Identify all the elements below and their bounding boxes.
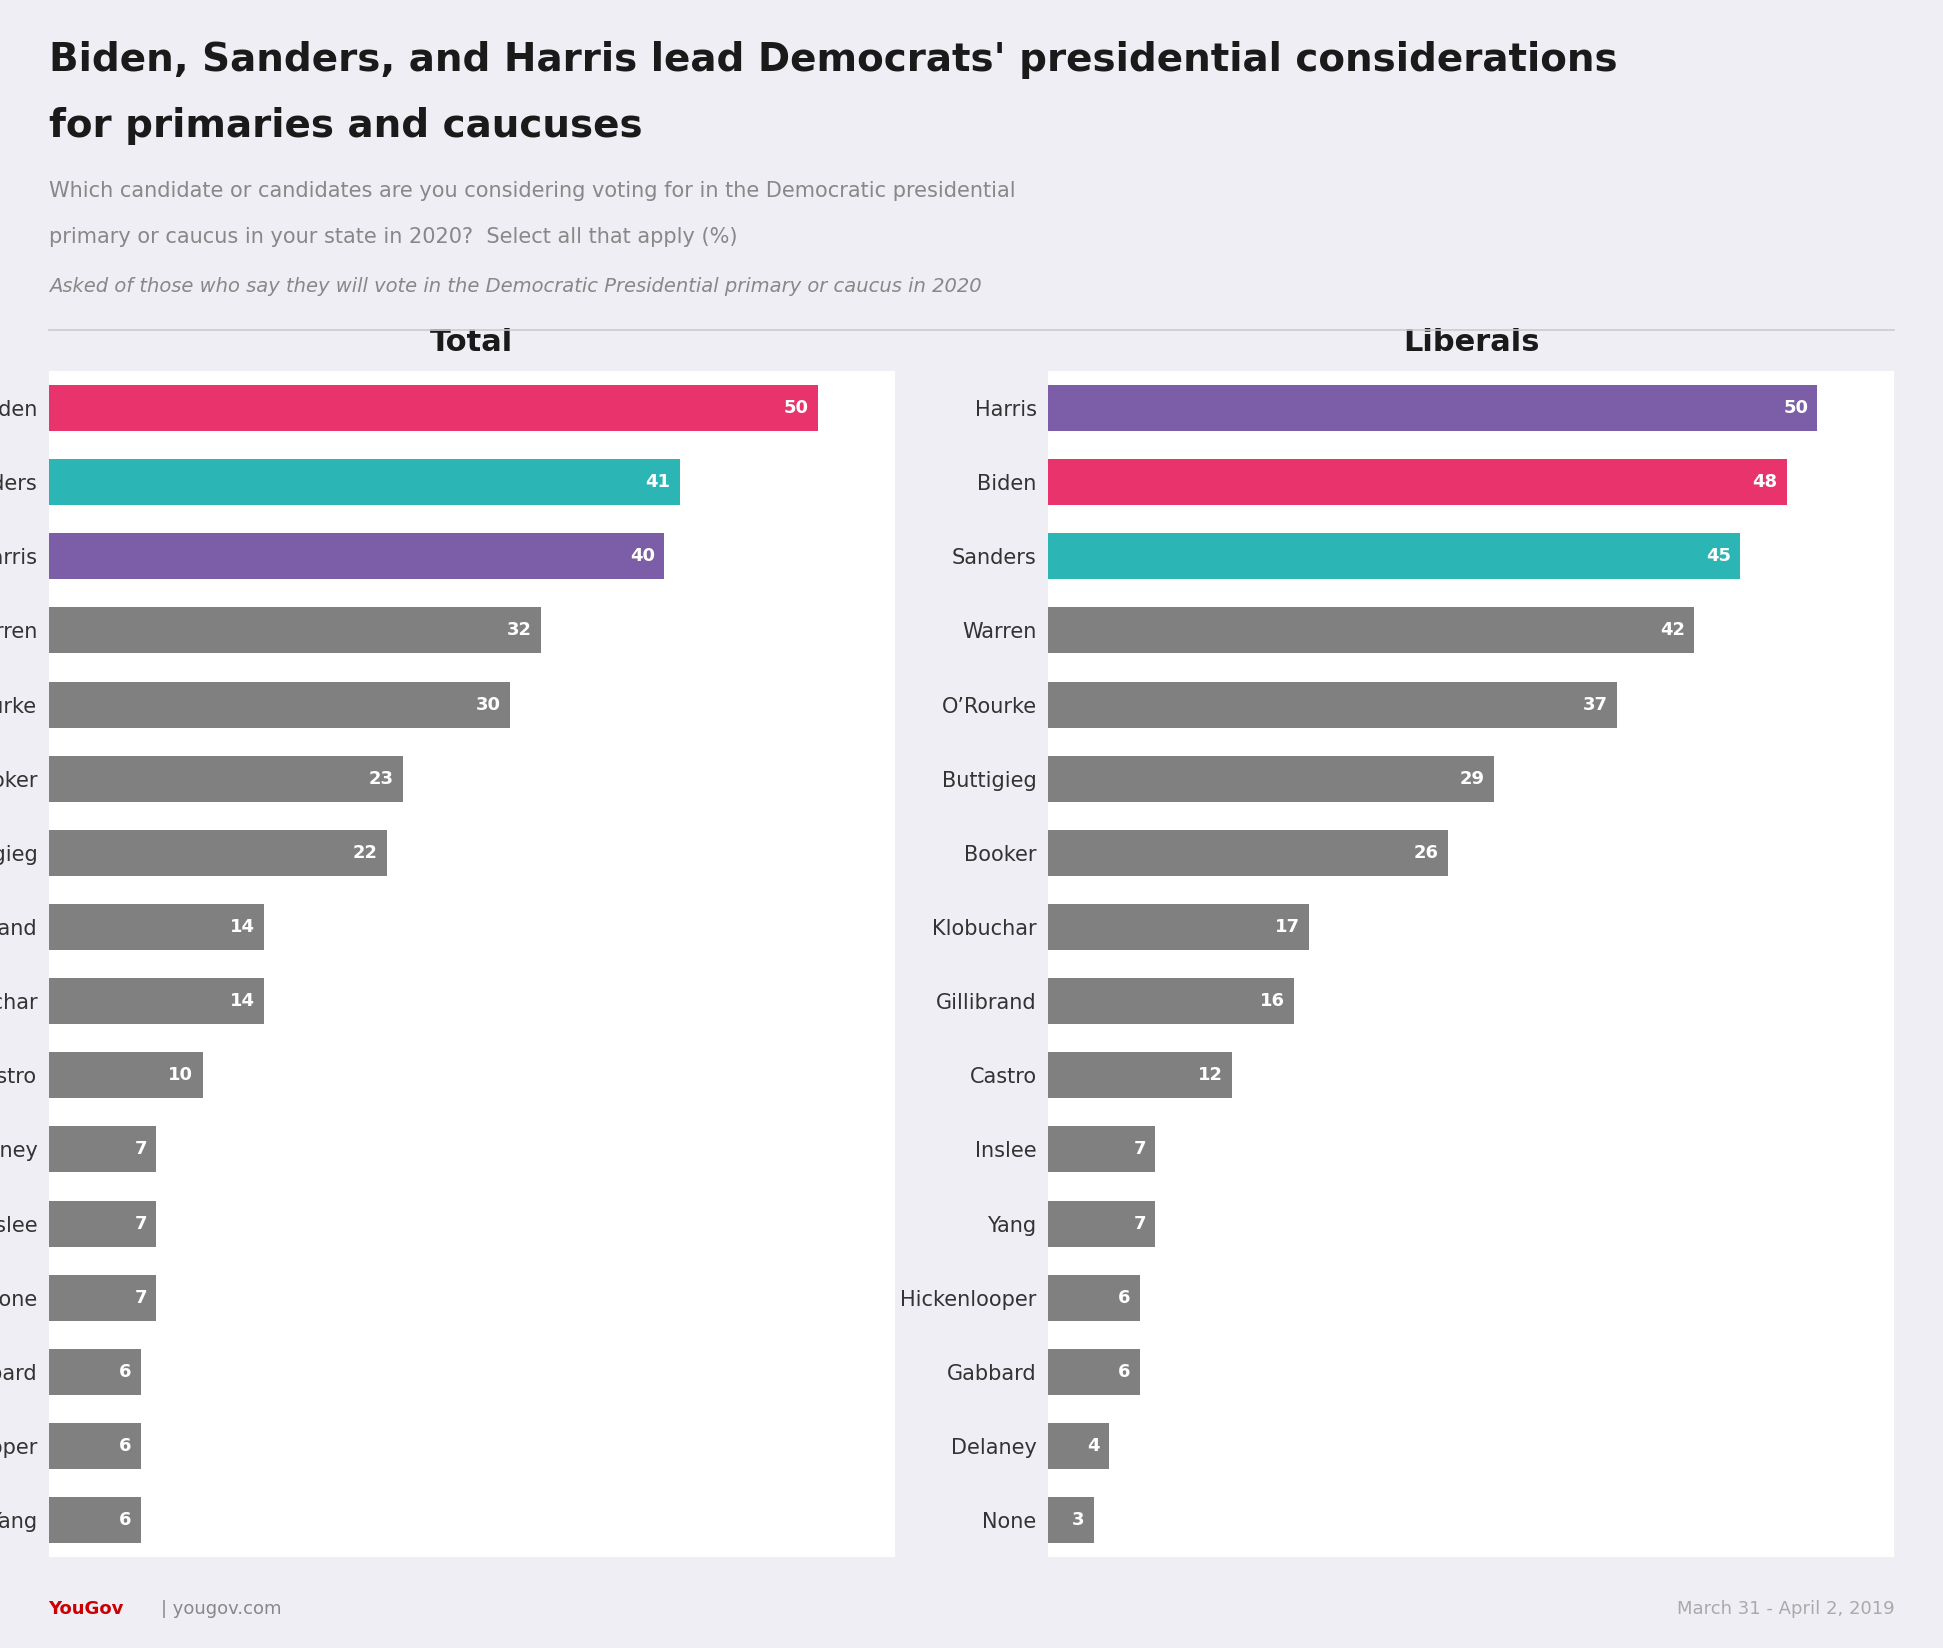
Bar	[1047, 682, 1617, 727]
Text: 16: 16	[1259, 992, 1284, 1010]
Bar	[49, 1424, 142, 1468]
Text: 29: 29	[1459, 770, 1484, 788]
Text: 14: 14	[229, 918, 255, 936]
Text: 10: 10	[169, 1066, 192, 1084]
Bar	[49, 905, 264, 949]
Text: for primaries and caucuses: for primaries and caucuses	[49, 107, 643, 145]
Bar	[49, 979, 264, 1023]
Text: Asked of those who say they will vote in the Democratic Presidential primary or : Asked of those who say they will vote in…	[49, 277, 981, 297]
Bar	[1047, 1424, 1109, 1468]
Text: 6: 6	[1119, 1289, 1131, 1307]
Text: 48: 48	[1753, 473, 1778, 491]
Bar	[49, 1350, 142, 1394]
Text: 7: 7	[134, 1215, 148, 1233]
Text: 50: 50	[1784, 399, 1809, 417]
Text: 22: 22	[354, 844, 379, 862]
Text: 17: 17	[1275, 918, 1300, 936]
Text: 14: 14	[229, 992, 255, 1010]
Bar	[49, 1053, 202, 1098]
Text: 41: 41	[645, 473, 670, 491]
Text: primary or caucus in your state in 2020?  Select all that apply (%): primary or caucus in your state in 2020?…	[49, 227, 736, 247]
Title: Total: Total	[429, 328, 513, 358]
Text: 42: 42	[1659, 621, 1685, 639]
Text: Which candidate or candidates are you considering voting for in the Democratic p: Which candidate or candidates are you co…	[49, 181, 1014, 201]
Bar	[49, 386, 818, 430]
Bar	[49, 534, 665, 578]
Text: March 31 - April 2, 2019: March 31 - April 2, 2019	[1677, 1600, 1894, 1618]
Text: 7: 7	[134, 1140, 148, 1159]
Text: 30: 30	[476, 695, 501, 714]
Text: 6: 6	[119, 1437, 132, 1455]
Text: 40: 40	[630, 547, 655, 565]
Bar	[1047, 608, 1694, 653]
Bar	[49, 682, 511, 727]
Text: 7: 7	[1133, 1215, 1146, 1233]
Bar	[1047, 1127, 1156, 1172]
Bar	[1047, 756, 1494, 801]
Text: 6: 6	[119, 1363, 132, 1381]
Bar	[1047, 1350, 1141, 1394]
Bar	[1047, 905, 1310, 949]
Text: 12: 12	[1199, 1066, 1224, 1084]
Bar	[1047, 979, 1294, 1023]
Text: 37: 37	[1584, 695, 1609, 714]
Bar	[49, 1201, 155, 1246]
Bar	[1047, 460, 1788, 504]
Text: 32: 32	[507, 621, 532, 639]
Bar	[1047, 831, 1448, 875]
Bar	[49, 831, 387, 875]
Bar	[49, 608, 542, 653]
Text: 45: 45	[1706, 547, 1731, 565]
Bar	[49, 1498, 142, 1543]
Text: 50: 50	[785, 399, 808, 417]
Title: Liberals: Liberals	[1403, 328, 1539, 358]
Text: 4: 4	[1088, 1437, 1100, 1455]
Bar	[1047, 1053, 1232, 1098]
Text: 6: 6	[119, 1511, 132, 1529]
Text: 26: 26	[1415, 844, 1438, 862]
Text: | yougov.com: | yougov.com	[161, 1600, 282, 1618]
Bar	[49, 1127, 155, 1172]
Text: 7: 7	[1133, 1140, 1146, 1159]
Text: 6: 6	[1119, 1363, 1131, 1381]
Text: 3: 3	[1073, 1511, 1084, 1529]
Bar	[1047, 386, 1817, 430]
Bar	[1047, 534, 1741, 578]
Text: YouGov: YouGov	[49, 1600, 124, 1618]
Bar	[1047, 1201, 1156, 1246]
Bar	[1047, 1498, 1094, 1543]
Text: 23: 23	[369, 770, 392, 788]
Text: 7: 7	[134, 1289, 148, 1307]
Bar	[49, 1276, 155, 1320]
Bar	[49, 756, 402, 801]
Text: Biden, Sanders, and Harris lead Democrats' presidential considerations: Biden, Sanders, and Harris lead Democrat…	[49, 41, 1617, 79]
Bar	[49, 460, 680, 504]
Bar	[1047, 1276, 1141, 1320]
